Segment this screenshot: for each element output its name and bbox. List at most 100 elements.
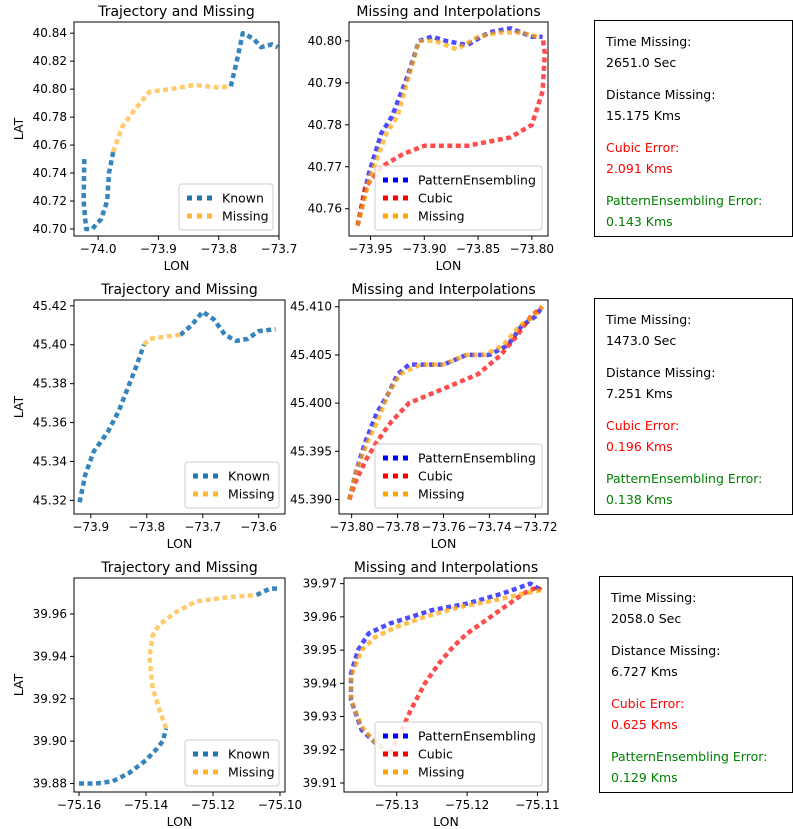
y-tick-label: 40.74 xyxy=(33,166,67,180)
series-line-missing-2 xyxy=(142,332,181,347)
distance-missing-value: 7.251 Kms xyxy=(606,386,673,401)
legend-frame xyxy=(184,461,280,509)
x-tick-label: −73.6 xyxy=(240,520,277,534)
x-tick-label: −75.12 xyxy=(191,798,235,812)
legend-label: Missing xyxy=(418,209,465,224)
x-axis-label: LON xyxy=(167,814,193,829)
x-tick-label: −75.16 xyxy=(57,798,101,812)
cubic-error-label: Cubic Error: xyxy=(606,140,680,155)
series-line-cubic-1 xyxy=(355,36,548,226)
cubic-error-label: Cubic Error: xyxy=(606,418,680,433)
legend: PatternEnsembling Cubic Missing xyxy=(374,443,543,509)
legend-frame xyxy=(374,443,543,509)
y-tick-label: 45.32 xyxy=(33,493,67,507)
chart-panel-4: −73.80 −73.78 −73.76 −73.74 −73.72 45.390 45.3… xyxy=(290,282,558,551)
y-axis-label: LAT xyxy=(11,117,26,140)
series-line-known-1 xyxy=(228,30,279,87)
x-axis-label: LON xyxy=(433,814,459,829)
y-tick-label: 39.96 xyxy=(303,610,337,624)
x-tick-label: −73.80 xyxy=(329,520,373,534)
legend-label: Cubic xyxy=(418,191,453,206)
y-tick-label: 40.72 xyxy=(33,194,67,208)
x-tick-label: −73.74 xyxy=(467,520,511,534)
series-line-missing-2 xyxy=(348,588,542,755)
x-tick-label: −73.9 xyxy=(72,520,109,534)
y-tick-label: 39.90 xyxy=(33,734,67,748)
y-tick-label: 45.38 xyxy=(33,377,67,391)
chart-title: Trajectory and Missing xyxy=(100,282,258,298)
x-tick-label: −75.14 xyxy=(124,798,168,812)
chart-panel-6: −75.13 −75.12 −75.11 39.91 39.92 39.93 39.94 39… xyxy=(303,560,560,829)
time-missing-value: 2651.0 Sec xyxy=(606,55,677,70)
time-missing-label: Time Missing: xyxy=(611,590,697,605)
legend-label: Missing xyxy=(418,487,465,502)
legend-frame xyxy=(374,721,543,787)
y-axis-label: LAT xyxy=(11,673,26,696)
y-tick-label: 39.91 xyxy=(303,776,337,790)
chart-title: Missing and Interpolations xyxy=(351,282,535,298)
legend-label: PatternEnsembling xyxy=(418,729,536,744)
info-box-1: Time Missing: 2651.0 Sec Distance Missin… xyxy=(594,20,793,237)
distance-missing-label: Distance Missing: xyxy=(606,365,716,380)
x-tick-label: −75.12 xyxy=(445,798,489,812)
y-tick-label: 45.410 xyxy=(290,300,332,314)
y-tick-label: 39.97 xyxy=(303,577,337,591)
cubic-error-value: 0.196 Kms xyxy=(606,439,673,454)
x-tick-label: −73.8 xyxy=(200,242,237,256)
axes-frame xyxy=(73,577,286,793)
chart-title: Trajectory and Missing xyxy=(100,560,258,576)
y-tick-label: 39.92 xyxy=(303,743,337,757)
chart-title: Missing and Interpolations xyxy=(356,4,540,20)
legend-label: Missing xyxy=(418,765,465,780)
chart-title: Trajectory and Missing xyxy=(97,4,255,20)
y-tick-label: 40.70 xyxy=(33,222,67,236)
y-tick-label: 39.93 xyxy=(303,710,337,724)
y-tick-label: 45.36 xyxy=(33,416,67,430)
pattern-error-value: 0.143 Kms xyxy=(606,214,673,229)
chart-title: Missing and Interpolations xyxy=(354,560,538,576)
legend-label: Cubic xyxy=(418,469,453,484)
axes-frame xyxy=(73,299,286,515)
chart-panel-2: −73.95 −73.90 −73.85 −73.80 40.76 40.77 40.78 4… xyxy=(308,4,554,273)
legend-label: Missing xyxy=(222,209,269,224)
legend-frame xyxy=(184,739,280,787)
pattern-error-value: 0.138 Kms xyxy=(606,492,673,507)
legend-frame xyxy=(374,165,543,231)
series-line-missing-2 xyxy=(347,305,544,501)
y-tick-label: 45.390 xyxy=(290,493,332,507)
series-line-missing-2 xyxy=(355,30,538,227)
pattern-error-label: PatternEnsembling Error: xyxy=(606,471,763,486)
legend: Known Missing xyxy=(184,461,280,509)
y-tick-label: 39.94 xyxy=(33,649,67,663)
x-axis-label: LON xyxy=(164,258,190,273)
y-tick-label: 45.400 xyxy=(290,396,332,410)
time-missing-label: Time Missing: xyxy=(606,34,692,49)
x-tick-label: −73.85 xyxy=(456,242,500,256)
x-tick-label: −73.80 xyxy=(510,242,554,256)
pattern-error-label: PatternEnsembling Error: xyxy=(611,749,768,764)
legend-label: Missing xyxy=(228,487,275,502)
y-tick-label: 40.82 xyxy=(33,54,67,68)
x-tick-label: −75.13 xyxy=(375,798,419,812)
series-group xyxy=(77,309,276,503)
y-tick-label: 39.94 xyxy=(303,676,337,690)
series-group xyxy=(355,26,548,227)
y-tick-label: 40.78 xyxy=(33,110,67,124)
axes-frame xyxy=(343,577,549,793)
series-line-known-0 xyxy=(79,727,169,786)
y-tick-label: 45.395 xyxy=(290,444,332,458)
info-box-3: Time Missing: 2058.0 Sec Distance Missin… xyxy=(599,576,793,793)
x-tick-label: −73.95 xyxy=(348,242,392,256)
distance-missing-value: 15.175 Kms xyxy=(606,108,681,123)
x-tick-label: −73.76 xyxy=(421,520,465,534)
y-tick-label: 39.95 xyxy=(303,643,337,657)
axes-frame xyxy=(348,21,549,237)
legend: PatternEnsembling Cubic Missing xyxy=(374,165,543,231)
y-tick-label: 40.78 xyxy=(308,118,342,132)
y-tick-label: 45.34 xyxy=(33,454,67,468)
time-missing-value: 2058.0 Sec xyxy=(611,611,682,626)
x-tick-label: −73.78 xyxy=(375,520,419,534)
y-tick-label: 45.40 xyxy=(33,338,67,352)
y-tick-label: 40.80 xyxy=(308,34,342,48)
axes-frame xyxy=(73,21,280,237)
